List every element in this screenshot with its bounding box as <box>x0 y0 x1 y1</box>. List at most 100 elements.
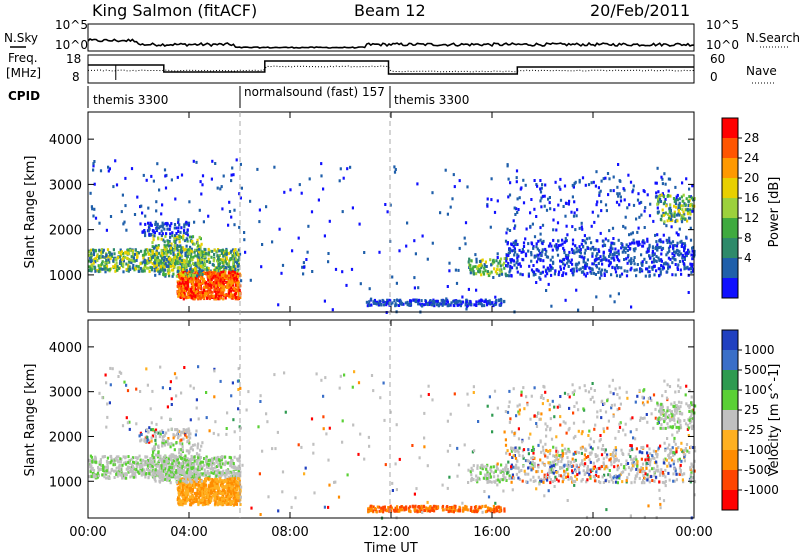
range-gate-cell <box>662 202 665 206</box>
range-gate-cell <box>220 465 223 469</box>
freq-trace <box>88 60 694 75</box>
range-gate-cell <box>154 273 157 277</box>
range-gate-cell <box>516 211 519 214</box>
range-gate-cell <box>196 292 199 296</box>
range-gate-cell <box>433 302 436 305</box>
range-gate-cell <box>610 244 613 248</box>
range-gate-cell <box>683 258 686 261</box>
range-gate-cell <box>203 259 206 263</box>
range-gate-cell <box>182 272 185 276</box>
range-gate-cell <box>211 271 214 275</box>
range-gate-cell <box>173 223 177 226</box>
range-gate-cell <box>677 206 680 209</box>
range-gate-cell <box>614 267 617 271</box>
range-gate-cell <box>291 249 294 253</box>
range-gate-cell <box>486 204 489 208</box>
range-gate-cell <box>228 487 231 490</box>
range-gate-cell <box>176 266 179 270</box>
range-gate-cell <box>686 207 689 211</box>
range-gate-cell <box>489 258 492 262</box>
range-gate-cell <box>659 217 662 221</box>
range-gate-cell <box>92 475 95 479</box>
range-gate-cell <box>618 179 621 183</box>
range-gate-cell <box>214 295 217 299</box>
range-gate-cell <box>604 237 607 241</box>
range-gate-cell <box>446 300 449 304</box>
range-gate-cell <box>194 270 197 274</box>
range-gate-cell <box>683 217 686 221</box>
range-gate-cell <box>579 251 582 255</box>
range-gate-cell <box>201 460 204 464</box>
range-gate-cell <box>680 220 684 224</box>
range-gate-cell <box>681 216 684 220</box>
range-gate-cell <box>591 262 594 266</box>
range-gate-cell <box>539 226 542 230</box>
range-gate-cell <box>581 239 584 242</box>
range-gate-cell <box>678 197 681 201</box>
range-gate-cell <box>368 287 371 291</box>
range-gate-cell <box>227 294 231 298</box>
range-gate-cell <box>116 459 119 463</box>
range-gate-cell <box>141 253 145 257</box>
range-gate-cell <box>217 280 220 284</box>
range-gate-cell <box>346 167 349 171</box>
range-gate-cell <box>145 178 148 182</box>
range-gate-cell <box>583 234 586 238</box>
range-gate-cell <box>216 285 220 289</box>
range-gate-cell <box>92 168 95 172</box>
range-gate-cell <box>430 303 433 307</box>
range-gate-cell <box>148 258 151 262</box>
range-gate-cell <box>118 460 121 464</box>
range-gate-cell <box>342 176 345 180</box>
range-gate-cell <box>656 233 659 237</box>
range-gate-cell <box>588 236 591 240</box>
range-gate-cell <box>483 304 486 308</box>
range-gate-cell <box>210 177 213 181</box>
range-gate-cell <box>198 457 201 461</box>
range-gate-cell <box>514 250 517 254</box>
range-gate-cell <box>607 264 611 268</box>
range-gate-cell <box>368 300 371 304</box>
range-gate-cell <box>224 296 227 300</box>
range-gate-cell <box>230 500 233 504</box>
range-gate-cell <box>519 264 522 268</box>
range-gate-cell <box>640 200 643 204</box>
range-gate-cell <box>611 247 614 251</box>
range-gate-cell <box>663 172 666 176</box>
range-gate-cell <box>238 256 241 259</box>
range-gate-cell <box>516 253 519 257</box>
range-gate-cell <box>155 260 158 264</box>
range-gate-cell <box>201 485 204 489</box>
range-gate-cell <box>591 246 594 250</box>
range-gate-cell <box>492 304 495 308</box>
range-gate-cell <box>584 261 587 265</box>
range-gate-cell <box>372 300 375 304</box>
range-gate-cell <box>499 257 503 261</box>
range-gate-cell <box>563 184 567 188</box>
range-gate-cell <box>214 491 217 494</box>
range-gate-cell <box>197 483 200 487</box>
range-gate-cell <box>173 253 177 257</box>
range-gate-cell <box>213 456 216 460</box>
range-gate-cell <box>109 461 112 465</box>
range-gate-cell <box>156 267 159 271</box>
range-gate-cell <box>506 274 509 277</box>
range-gate-cell <box>228 483 231 487</box>
range-gate-cell <box>198 475 201 479</box>
range-gate-cell <box>189 295 192 299</box>
range-gate-cell <box>691 262 694 266</box>
range-gate-cell <box>345 283 348 287</box>
range-gate-cell <box>189 463 192 467</box>
range-gate-cell <box>140 249 143 253</box>
range-gate-cell <box>681 181 684 185</box>
range-gate-cell <box>596 252 599 256</box>
range-gate-cell <box>172 466 176 470</box>
range-gate-cell <box>226 485 229 489</box>
range-gate-cell <box>183 498 186 502</box>
range-gate-cell <box>179 462 182 466</box>
range-gate-cell <box>605 270 608 274</box>
range-gate-cell <box>178 492 181 496</box>
range-gate-cell <box>209 290 212 294</box>
range-gate-cell <box>394 304 397 308</box>
range-gate-cell <box>199 491 202 495</box>
